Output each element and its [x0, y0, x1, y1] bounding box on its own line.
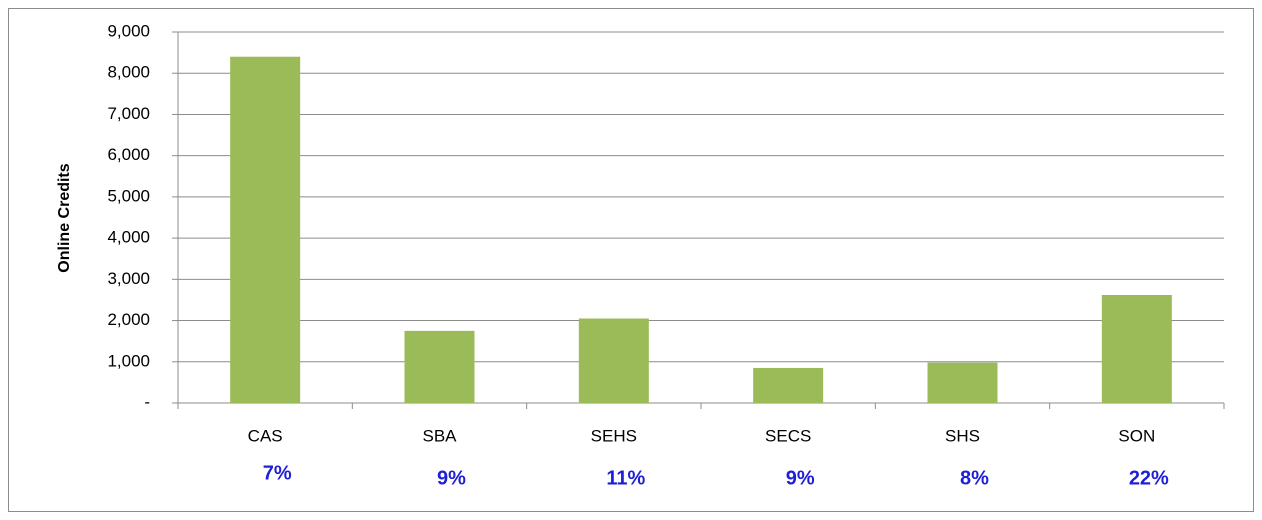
bar	[230, 56, 301, 403]
x-tick-label: SHS	[945, 426, 980, 445]
y-tick-label: 5,000	[107, 186, 150, 205]
bar	[404, 330, 475, 403]
annotation: 8%	[960, 467, 989, 489]
x-tick-label: SECS	[765, 426, 811, 445]
x-tick-label: SBA	[422, 426, 457, 445]
annotation: 9%	[437, 467, 466, 489]
y-tick-label: 8,000	[107, 63, 150, 82]
y-tick-label: 9,000	[107, 21, 150, 40]
y-tick-label: 7,000	[107, 104, 150, 123]
bar	[578, 318, 649, 403]
x-tick-label: CAS	[248, 426, 283, 445]
bar	[753, 367, 824, 403]
y-tick-label: 2,000	[107, 310, 150, 329]
y-tick-label: 3,000	[107, 269, 150, 288]
y-tick-label: -	[144, 392, 150, 411]
y-axis-label: Online Credits	[56, 163, 73, 272]
x-tick-label: SEHS	[591, 426, 637, 445]
annotation: 9%	[786, 467, 815, 489]
y-tick-label: 4,000	[107, 228, 150, 247]
y-tick-label: 1,000	[107, 351, 150, 370]
x-tick-label: SON	[1118, 426, 1155, 445]
bar	[927, 362, 998, 403]
annotation: 11%	[606, 467, 645, 489]
bar	[1101, 294, 1172, 403]
y-tick-label: 6,000	[107, 145, 150, 164]
annotation: 7%	[263, 462, 292, 484]
chart-border	[8, 8, 1254, 512]
annotation: 22%	[1129, 467, 1169, 489]
